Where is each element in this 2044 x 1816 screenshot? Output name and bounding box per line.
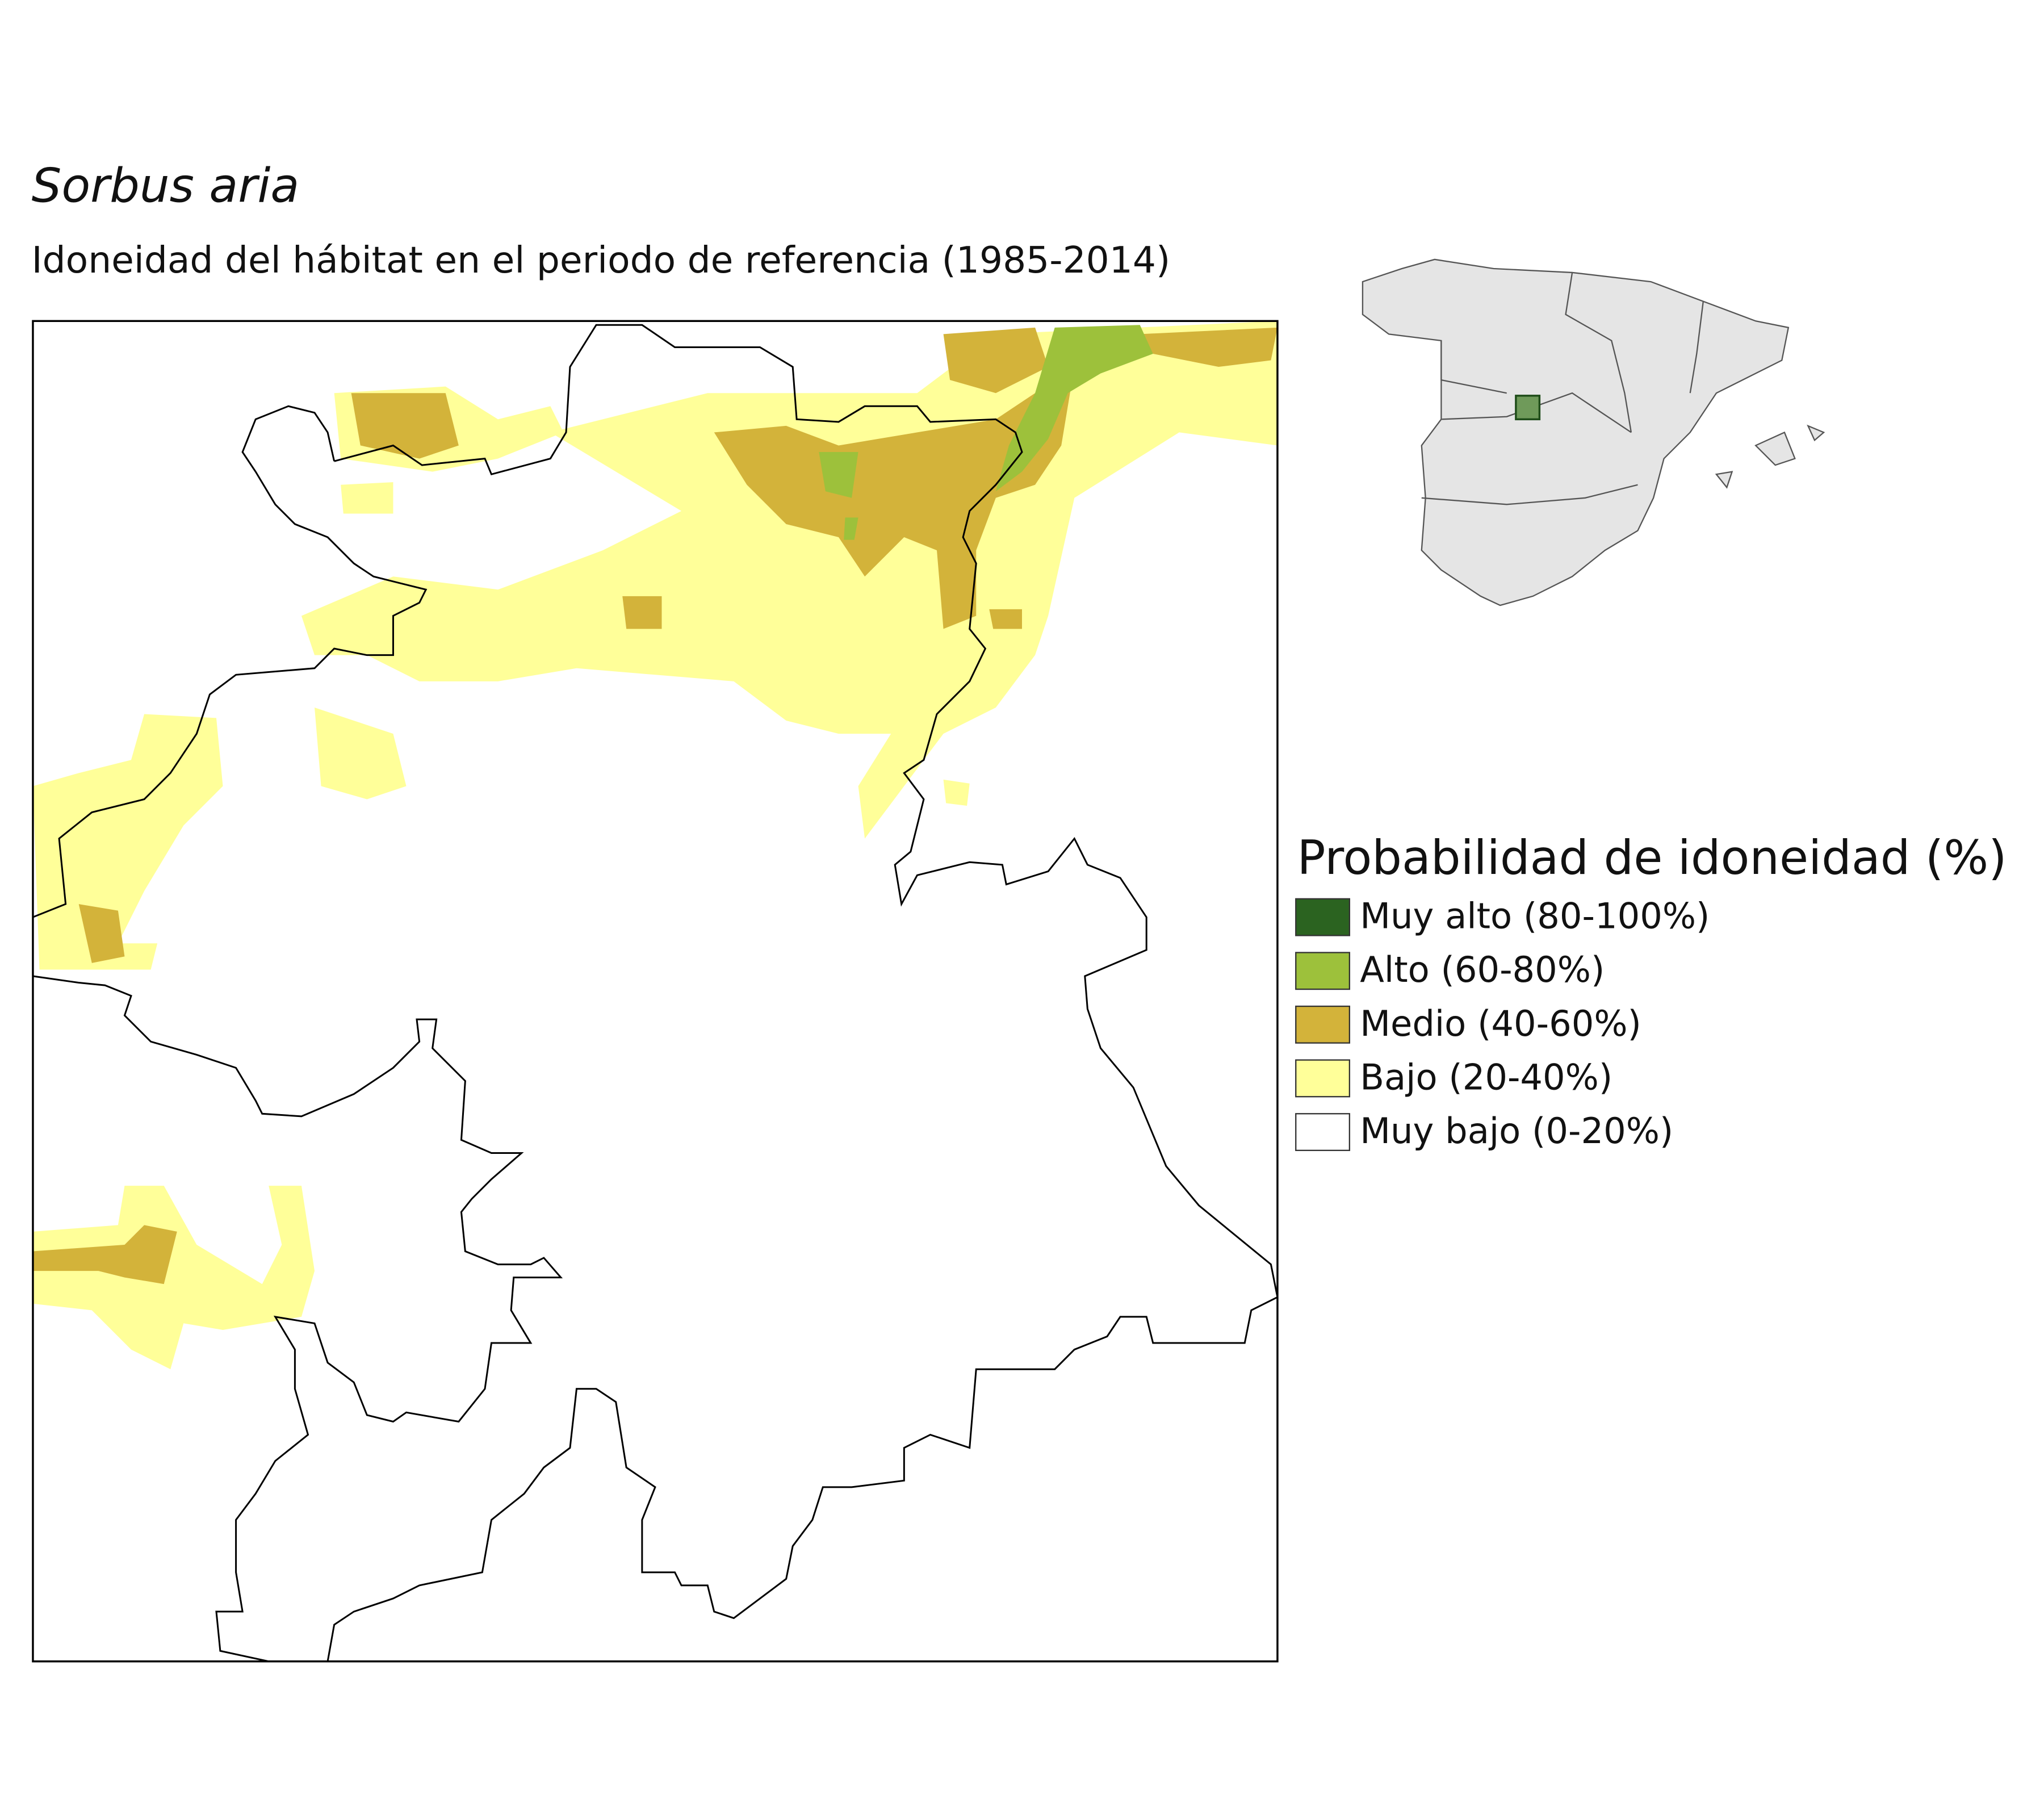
legend: Probabilidad de idoneidad (%) Muy alto (… <box>1295 830 2007 1152</box>
province-border <box>32 975 563 1663</box>
title: Sorbus aria <box>32 158 300 213</box>
map <box>32 320 1279 1663</box>
map-frame <box>32 320 1279 1663</box>
legend-swatch <box>1295 1005 1350 1044</box>
province-border <box>326 324 1279 1662</box>
legend-title: Probabilidad de idoneidad (%) <box>1297 830 2007 885</box>
legend-label: Muy bajo (0-20%) <box>1360 1110 1673 1152</box>
subtitle: Idoneidad del hábitat en el periodo de r… <box>32 239 1171 282</box>
province-border <box>32 405 428 976</box>
legend-swatch <box>1295 898 1350 936</box>
legend-swatch <box>1295 952 1350 990</box>
legend-label: Medio (40-60%) <box>1360 1003 1641 1044</box>
legend-swatch <box>1295 1113 1350 1152</box>
legend-swatch <box>1295 1059 1350 1098</box>
legend-label: Bajo (20-40%) <box>1360 1056 1612 1098</box>
legend-label: Muy alto (80-100%) <box>1360 896 1710 937</box>
legend-label: Alto (60-80%) <box>1360 949 1605 990</box>
locator-map <box>1362 258 1825 606</box>
suitability-raster <box>32 321 1278 1370</box>
